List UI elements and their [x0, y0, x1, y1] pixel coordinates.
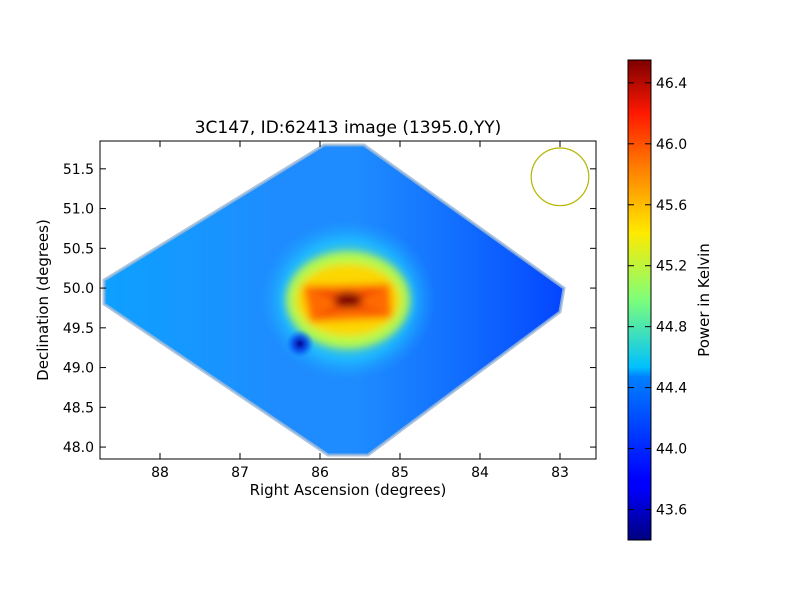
plot-frame [99, 140, 597, 460]
colorbar-label: Power in Kelvin [695, 243, 713, 357]
colorbar-tick-label: 44.8 [656, 320, 687, 336]
colorbar-tick-label: 44.4 [656, 381, 687, 397]
y-tick-label: 51.5 [63, 162, 94, 178]
y-tick-label: 51.0 [63, 202, 94, 218]
colorbar-tick-label: 43.6 [656, 503, 687, 519]
map-peak [286, 252, 410, 348]
x-tick-label: 85 [391, 465, 409, 481]
y-axis-label: Declination (degrees) [34, 219, 52, 381]
y-tick-label: 48.5 [63, 400, 94, 416]
colorbar-tick-label: 45.6 [656, 198, 687, 214]
x-tick-label: 88 [151, 465, 169, 481]
x-axis-label: Right Ascension (degrees) [250, 481, 447, 499]
y-tick-label: 50.0 [63, 281, 94, 297]
peak-core [334, 292, 362, 308]
y-tick-label: 48.0 [63, 440, 94, 456]
colorbar: 43.6 44.0 44.4 44.8 45.2 45.6 46.0 46.4 Power i… [627, 59, 713, 541]
x-axis: 88 87 86 85 84 83 [151, 141, 569, 481]
colorbar-tick-label: 44.0 [656, 442, 687, 458]
colorbar-gradient [627, 59, 652, 541]
sky-map [104, 145, 564, 455]
y-tick-label: 49.0 [63, 361, 94, 377]
colorbar-tick-label: 46.4 [656, 76, 687, 92]
x-tick-label: 86 [311, 465, 329, 481]
x-tick-label: 83 [551, 465, 569, 481]
y-axis: 48.0 48.5 49.0 49.5 50.0 50.5 51.0 51.5 [63, 162, 596, 456]
x-tick-label: 84 [471, 465, 489, 481]
colorbar-tick-label: 45.2 [656, 259, 687, 275]
map-cold-spot [286, 329, 314, 358]
beam-circle [530, 147, 590, 207]
colorbar-tick-label: 46.0 [656, 137, 687, 153]
chart-title: 3C147, ID:62413 image (1395.0,YY) [195, 118, 502, 138]
y-tick-label: 50.5 [63, 241, 94, 257]
plot-area [100, 141, 596, 459]
x-tick-label: 87 [231, 465, 249, 481]
y-tick-label: 49.5 [63, 321, 94, 337]
colorbar-ticks: 43.6 44.0 44.4 44.8 45.2 45.6 46.0 46.4 [628, 76, 687, 519]
